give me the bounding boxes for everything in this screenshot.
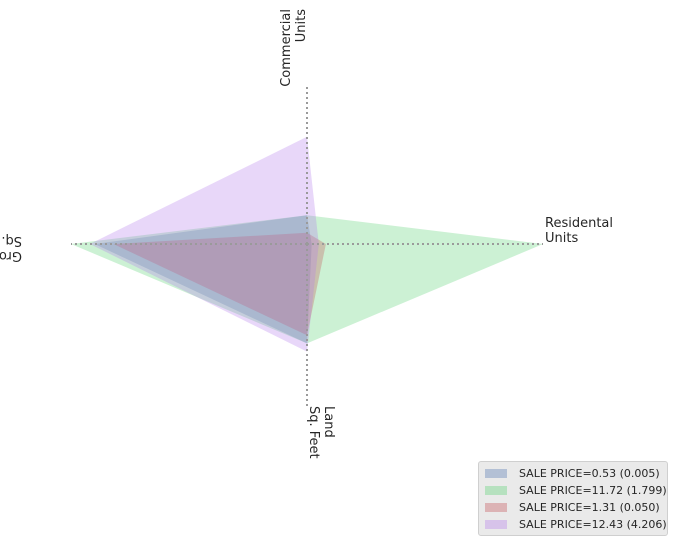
series-polygon-0 bbox=[94, 215, 312, 344]
legend-swatch bbox=[485, 486, 507, 495]
legend-label: SALE PRICE=1.31 (0.050) bbox=[519, 501, 660, 514]
radial-axes bbox=[71, 84, 543, 407]
legend-label: SALE PRICE=0.53 (0.005) bbox=[519, 467, 660, 480]
axis-label-land: LandSq. Feet bbox=[306, 406, 336, 459]
legend-item-0: SALE PRICE=0.53 (0.005) bbox=[485, 465, 667, 482]
legend-label: SALE PRICE=12.43 (4.206) bbox=[519, 518, 667, 531]
series-polygon-2 bbox=[113, 232, 326, 336]
series-polygons bbox=[71, 136, 543, 352]
legend-swatch bbox=[485, 520, 507, 529]
legend-swatch bbox=[485, 469, 507, 478]
legend-item-3: SALE PRICE=12.43 (4.206) bbox=[485, 516, 667, 533]
legend-swatch bbox=[485, 503, 507, 512]
axis-label-gross: GrossSq. Feet bbox=[0, 233, 22, 263]
legend-label: SALE PRICE=11.72 (1.799) bbox=[519, 484, 667, 497]
series-polygon-3 bbox=[89, 136, 319, 352]
axis-label-residential: Residental Units bbox=[545, 216, 613, 246]
legend-item-1: SALE PRICE=11.72 (1.799) bbox=[485, 482, 667, 499]
axis-label-commercial: CommercialUnits bbox=[279, 9, 309, 87]
legend: SALE PRICE=0.53 (0.005) SALE PRICE=11.72 … bbox=[478, 461, 668, 536]
legend-item-2: SALE PRICE=1.31 (0.050) bbox=[485, 499, 667, 516]
